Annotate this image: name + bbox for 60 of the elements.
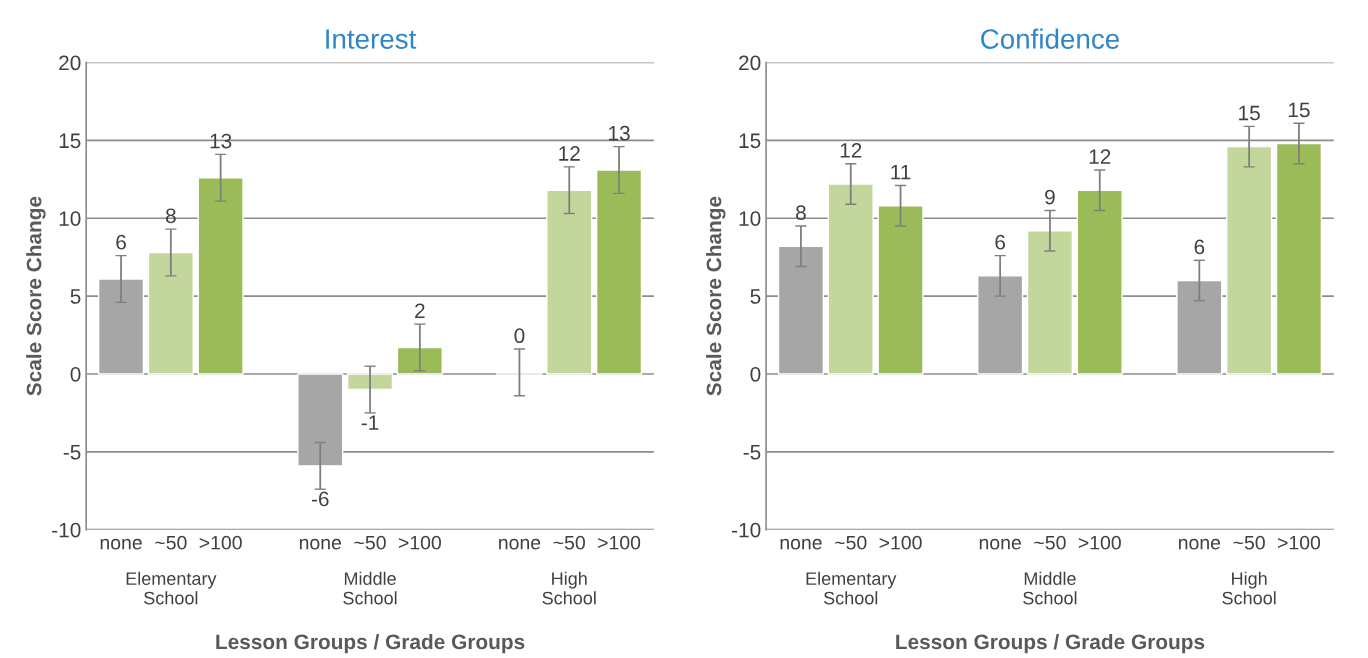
x-tick-label: ~50 xyxy=(354,535,386,550)
x-tick-label: ~50 xyxy=(553,535,585,550)
y-tick-label: -5 xyxy=(63,445,81,460)
text: High School xyxy=(1222,571,1276,605)
data-label: 2 xyxy=(415,303,425,318)
y-tick-label: 10 xyxy=(739,211,761,226)
data-label: 12 xyxy=(559,146,580,161)
data-label: 6 xyxy=(1194,239,1205,255)
y-tick-label: -10 xyxy=(732,522,761,538)
y-tick-label: -5 xyxy=(743,445,761,460)
y-tick-label: 0 xyxy=(750,366,761,382)
data-label: 6 xyxy=(995,234,1006,250)
x-tick-label: none xyxy=(780,538,822,550)
y-axis-title: Scale Score Change xyxy=(26,196,46,396)
x-tick-label: none xyxy=(1179,538,1221,550)
y-tick-label: 5 xyxy=(750,289,761,304)
x-axis-title: Lesson Groups / Grade Groups xyxy=(896,633,1205,654)
data-label: 8 xyxy=(796,205,806,221)
x-tick-label: none xyxy=(979,538,1021,550)
text: Elementary School xyxy=(126,571,217,605)
data-label: -1 xyxy=(361,415,379,430)
data-label: 11 xyxy=(891,165,911,180)
data-label: 9 xyxy=(1045,189,1055,205)
chart-title: Interest xyxy=(326,29,417,49)
data-label: 12 xyxy=(1089,149,1111,164)
y-tick-label: 20 xyxy=(739,55,761,71)
y-tick-label: 0 xyxy=(70,366,81,382)
x-tick-label: none xyxy=(100,538,142,550)
data-label: -6 xyxy=(311,491,329,507)
data-label: 15 xyxy=(1239,105,1260,121)
data-label: 6 xyxy=(116,234,126,250)
y-tick-label: 15 xyxy=(59,133,81,149)
y-axis-title: Scale Score Change xyxy=(706,196,726,396)
text: Middle School xyxy=(343,571,397,605)
x-tick-label: >100 xyxy=(199,535,242,550)
x-tick-label: >100 xyxy=(879,535,922,550)
x-tick-label: none xyxy=(299,538,342,550)
x-tick-label: >100 xyxy=(1278,535,1321,550)
x-tick-label: ~50 xyxy=(1233,535,1265,550)
x-tick-label: >100 xyxy=(398,535,441,550)
x-tick-label: ~50 xyxy=(1034,535,1066,550)
x-tick-label: none xyxy=(499,538,541,550)
x-tick-label: >100 xyxy=(598,535,641,550)
y-tick-label: -10 xyxy=(52,522,81,538)
y-tick-label: 5 xyxy=(70,289,81,304)
y-tick-label: 10 xyxy=(59,211,81,226)
y-tick-label: 20 xyxy=(59,55,81,71)
x-tick-label: ~50 xyxy=(835,535,867,550)
data-label: 13 xyxy=(609,125,630,141)
chart-title: Confidence xyxy=(981,28,1119,49)
text: Elementary School xyxy=(806,571,897,605)
data-label: 12 xyxy=(840,142,862,158)
x-tick-label: ~50 xyxy=(155,535,187,550)
x-tick-label: >100 xyxy=(1078,535,1121,550)
text: Middle School xyxy=(1023,571,1077,605)
text: High School xyxy=(542,571,596,605)
data-label: 15 xyxy=(1288,102,1310,118)
data-label: 0 xyxy=(514,328,525,344)
y-tick-label: 15 xyxy=(739,133,761,149)
x-axis-title: Lesson Groups / Grade Groups xyxy=(216,633,525,654)
